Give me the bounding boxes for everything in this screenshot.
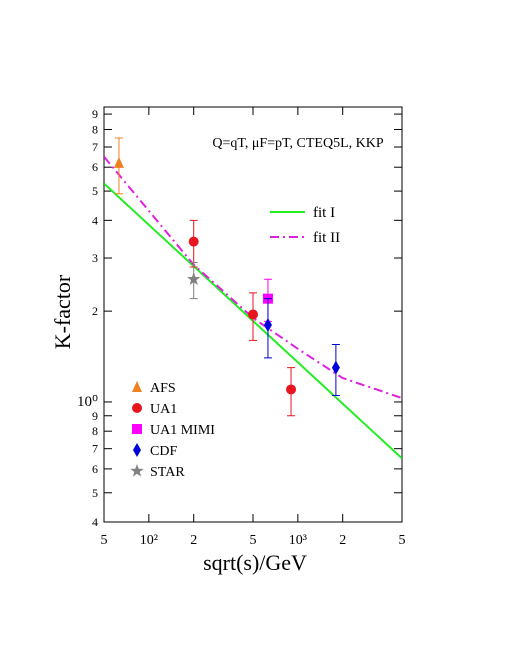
x-tick-label: 2 (339, 533, 346, 548)
x-tick-label: 5 (399, 533, 406, 548)
legend-label: fit II (313, 230, 340, 246)
data-point (188, 236, 199, 247)
y-tick-label: 8 (92, 424, 98, 438)
y-tick-label: 4 (92, 515, 98, 529)
y-tick-label: 7 (92, 140, 98, 154)
data-point (248, 309, 258, 320)
x-axis-label: sqrt(s)/GeV (203, 550, 307, 575)
y-axis-label: K-factor (50, 274, 75, 349)
x-tick-label: 2 (190, 533, 197, 548)
y-tick-label: 8 (92, 123, 98, 137)
y-tick-label: 10⁰ (77, 394, 98, 410)
y-tick-label: 5 (92, 486, 98, 500)
x-tick-label: 10³ (289, 533, 307, 548)
y-tick-label: 7 (92, 442, 98, 456)
data-point (187, 272, 201, 285)
y-tick-label: 9 (92, 409, 98, 423)
x-tick-label: 10² (140, 533, 158, 548)
legend-marker (132, 403, 142, 413)
y-tick-label: 5 (92, 184, 98, 198)
fit-line (104, 156, 402, 400)
y-tick-label: 6 (92, 160, 98, 174)
x-tick-label: 5 (250, 533, 257, 548)
legend-marker (132, 381, 142, 392)
y-tick-label: 3 (92, 251, 98, 265)
legend-marker (130, 464, 144, 477)
y-tick-label: 2 (92, 304, 98, 318)
y-tick-label: 4 (92, 213, 98, 227)
legend-label: AFS (150, 381, 176, 396)
legend-marker (132, 424, 142, 434)
data-point (331, 360, 340, 375)
y-tick-label: 6 (92, 462, 98, 476)
legend-label: fit I (313, 205, 335, 221)
data-point (113, 156, 124, 168)
legend-label: UA1 (150, 402, 177, 417)
annotation: Q=qT, μF=pT, CTEQ5L, KKP (212, 136, 384, 151)
data-point (263, 317, 272, 332)
x-tick-label: 5 (101, 533, 108, 548)
legend-label: CDF (150, 444, 177, 459)
legend-label: STAR (150, 465, 185, 480)
y-tick-label: 9 (92, 107, 98, 121)
legend-marker (133, 443, 141, 457)
legend-label: UA1 MIMI (150, 423, 215, 438)
data-point (286, 384, 297, 395)
